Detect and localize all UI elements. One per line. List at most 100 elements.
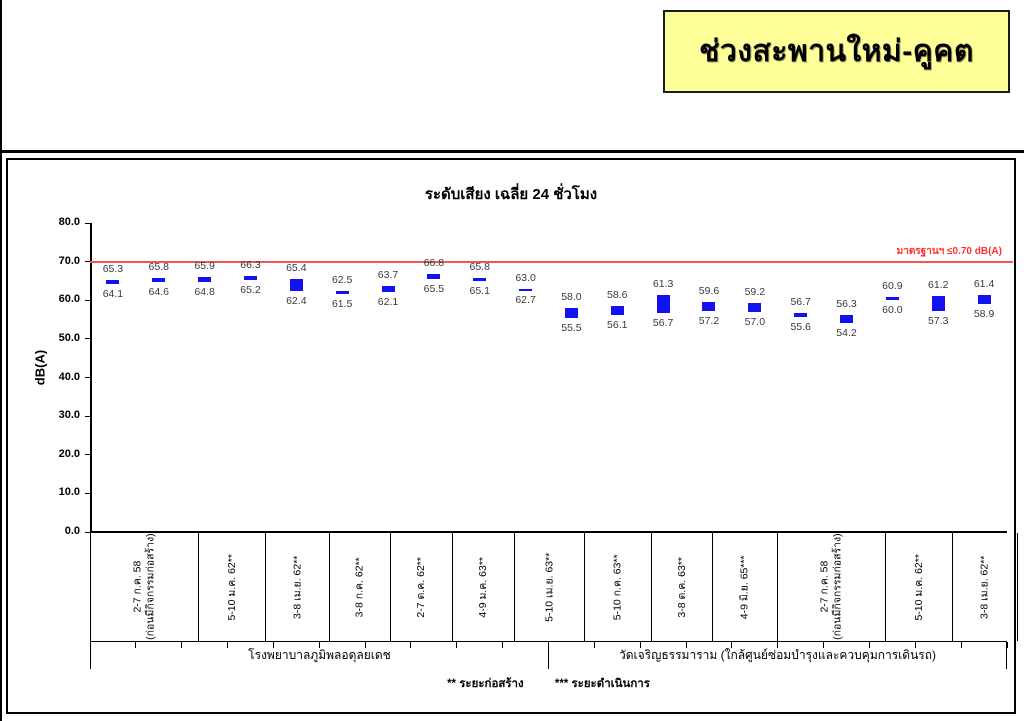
category-tick-stub [731,642,733,648]
range-bar [656,295,670,313]
y-tick-label: 10.0 [58,486,80,499]
standard-limit-label: มาตรฐานฯ ≤0.70 dB(A) [896,245,1002,257]
y-tick-mark [85,415,90,417]
bar-min-label: 65.2 [240,284,261,297]
bar-max-label: 58.0 [561,290,582,303]
category-label: 5-10 ก.ค. 63** [611,554,624,620]
category-tick-stub [318,642,320,648]
range-bar [289,279,303,291]
y-tick-label: 70.0 [58,254,80,267]
section-banner: ช่วงสะพานใหม่-คูคต [663,10,1010,93]
category-label: 5-10 ม.ค. 62** [225,553,238,621]
bar-min-label: 57.2 [698,315,720,328]
bar-min-label: 56.1 [607,319,628,332]
category-cell: 4-9 ม.ค. 63** [453,533,515,641]
category-label: 5-10 ม.ค. 62** [912,553,925,621]
category-axis-row: 2-7 ก.ค. 58 (ก่อนมีกิจกรรมก่อสร้าง) 5-10 … [90,533,1018,642]
bar-max-label: 65.3 [102,262,124,275]
bar-min-label: 57.0 [744,315,766,328]
bar-min-label: 65.1 [469,284,490,297]
y-tick-label: 60.0 [58,293,80,306]
range-bar [794,312,808,318]
bar-min-label: 62.4 [286,294,307,307]
category-tick-stub [456,642,458,648]
y-axis-line [90,223,92,532]
y-tick-mark [85,261,90,263]
bar-min-label: 55.6 [790,321,811,334]
y-tick-mark [85,299,90,301]
category-tick-stub [502,642,504,648]
bar-max-label: 59.6 [698,284,720,297]
category-tick-stub [1006,642,1008,648]
y-tick-mark [85,492,90,494]
category-tick-stub [685,642,687,648]
bar-max-label: 66.8 [423,256,445,269]
footnote-construction: ** ระยะก่อสร้าง [447,678,524,690]
bar-min-label: 62.7 [515,293,536,306]
bar-max-label: 61.4 [973,277,995,290]
bar-max-label: 65.4 [286,262,307,275]
category-label: 4-9 ม.ค. 63** [477,556,490,618]
range-bar [335,290,349,295]
bar-max-label: 63.0 [515,271,536,284]
chart-panel: ระดับเสียง เฉลี่ย 24 ชั่วโมง dB(A) 0.0 10… [6,158,1018,714]
category-tick-stub [639,642,641,648]
bar-max-label: 59.2 [744,286,766,299]
y-tick-label: 40.0 [58,370,80,383]
range-bar [610,305,624,316]
category-cell: 5-10 ก.ค. 63** [585,533,652,641]
range-bar [427,273,441,279]
category-cell: 5-10 เม.ย. 63** [515,533,585,641]
y-tick-label: 20.0 [58,447,80,460]
category-cell: 5-10 ม.ค. 62** [199,533,267,641]
category-label: 2-7 ก.ค. 58 (ก่อนมีกิจกรรมก่อสร้าง) [131,533,157,641]
category-cell: 3-8 ต.ค. 63** [652,533,714,641]
y-tick-mark [85,531,90,533]
range-bar [381,285,395,293]
category-tick-stub [227,642,229,648]
range-bar [243,275,257,281]
range-bar [473,277,487,281]
y-tick-mark [85,454,90,456]
category-cell: 3-8 เม.ย. 62** [953,533,1018,641]
range-bar [564,307,578,318]
bar-min-label: 61.5 [331,298,353,311]
category-label: 2-7 ก.ค. 58 (ก่อนมีกิจกรรมก่อสร้าง) [818,533,844,641]
bar-min-label: 55.5 [561,321,582,334]
chart-title: ระดับเสียง เฉลี่ย 24 ชั่วโมง [424,186,598,203]
range-bar [840,314,854,323]
bar-min-label: 65.5 [423,283,445,295]
y-tick-mark [85,377,90,378]
category-tick-stub [960,642,962,648]
y-tick-mark [85,222,90,224]
range-bar [106,279,120,285]
bar-min-label: 58.9 [973,308,995,321]
category-tick-stub [410,642,412,648]
bar-max-label: 65.8 [148,260,169,273]
bar-max-label: 56.3 [836,297,857,310]
bar-min-label: 64.8 [194,285,215,298]
range-bar [519,288,533,291]
group-label-temple: วัดเจริญธรรมาราม (ใกล้ศูนย์ซ่อมบำรุงและค… [549,642,1007,669]
y-tick-mark [85,338,90,340]
group-axis-row: โรงพยาบาลภูมิพลอดุลยเดช วัดเจริญธรรมาราม… [90,642,1007,669]
category-tick-stub [914,642,916,648]
category-tick-stub [272,642,274,648]
y-tick-label: 0.0 [64,525,80,537]
category-label: 5-10 เม.ย. 63** [542,552,555,622]
range-bar [748,303,762,312]
category-label: 3-8 เม.ย. 62** [291,555,304,619]
category-tick-stub [364,642,366,648]
bar-max-label: 56.7 [790,295,811,308]
category-tick-stub [868,642,870,648]
range-bar [977,294,991,305]
standard-limit-line [90,260,1013,263]
category-tick-stub [181,642,183,648]
bar-max-label: 61.2 [928,278,949,291]
category-cell: 3-8 ก.ค. 62** [1018,533,1024,641]
section-banner-title: ช่วงสะพานใหม่-คูคต [699,35,974,68]
range-bar [198,277,212,282]
category-tick-stub [135,642,137,648]
range-bar [931,295,945,311]
category-cell: 2-7 ก.ค. 58 (ก่อนมีกิจกรรมก่อสร้าง) [91,533,199,641]
